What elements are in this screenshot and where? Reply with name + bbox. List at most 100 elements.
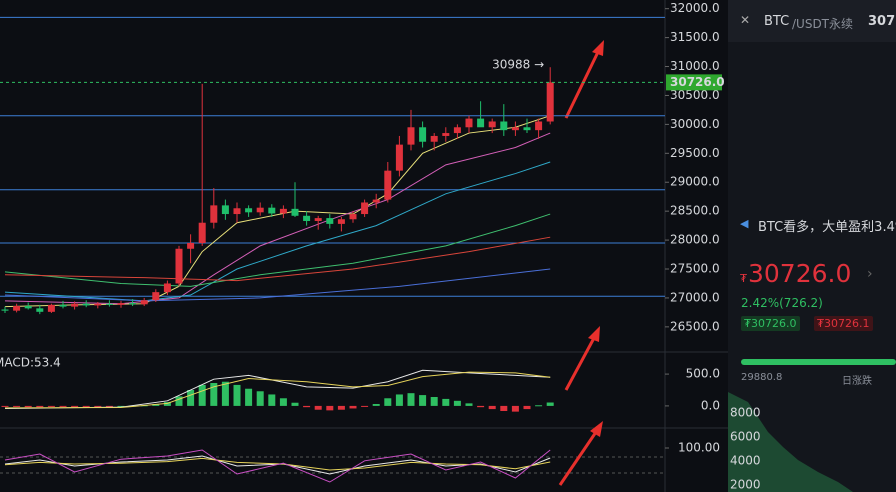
- candle-body: [94, 303, 102, 306]
- y-tick-label: 31500.0: [670, 30, 720, 44]
- speaker-icon: ◀: [740, 217, 749, 230]
- candle-body: [419, 127, 427, 142]
- histogram-bar: [384, 398, 392, 406]
- y-tick-label: 31000.0: [670, 59, 720, 73]
- histogram-bar: [511, 405, 519, 412]
- candle-body: [175, 248, 183, 284]
- histogram-bar: [303, 405, 311, 408]
- candle-body: [337, 219, 345, 224]
- candle-body: [24, 306, 32, 309]
- candle-body: [407, 127, 415, 145]
- histogram-bar: [361, 405, 369, 407]
- histogram-bar: [13, 405, 21, 407]
- range-label: 日涨跌: [842, 376, 872, 387]
- histogram-bar: [105, 405, 113, 407]
- histogram-bar: [24, 405, 32, 408]
- candle-body: [152, 292, 160, 301]
- histogram-bar: [407, 393, 415, 406]
- histogram-bar: [36, 405, 44, 408]
- bid: ₮30726.0: [741, 316, 800, 331]
- depth-chart: 8000 6000 4000 2000: [728, 392, 853, 492]
- histogram-bar: [152, 404, 160, 406]
- candle-body: [140, 300, 148, 305]
- histogram-bar: [372, 404, 380, 406]
- price: 30726.0: [748, 259, 852, 288]
- candle-body: [361, 202, 369, 215]
- indicator-line: [4, 449, 551, 483]
- candle-body: [372, 199, 380, 203]
- ask: ₮30726.1: [814, 316, 873, 331]
- candle-body: [36, 308, 44, 312]
- y-tick-label: 28000.0: [670, 233, 720, 247]
- close-icon[interactable]: ✕: [740, 13, 751, 27]
- histogram-bar: [535, 405, 543, 407]
- candle-body: [82, 303, 90, 306]
- candle-body: [210, 205, 218, 223]
- candle-body: [117, 303, 125, 305]
- histogram-bar: [210, 383, 218, 406]
- candle-body: [268, 207, 276, 214]
- candle-body: [535, 121, 543, 131]
- histogram-bar: [117, 405, 125, 407]
- indicator-line: [4, 369, 551, 409]
- header-price: 30726.0: [868, 14, 896, 29]
- histogram-bar: [82, 405, 90, 407]
- y-tick-label: 29500.0: [670, 146, 720, 160]
- y-tick-label: 27000.0: [670, 290, 720, 304]
- histogram-bar: [245, 388, 253, 406]
- news[interactable]: BTC看多，大单盈利3.4%: [758, 220, 896, 235]
- histogram-bar: [163, 402, 171, 406]
- chart: 32000.0 31500.0 31000.0 30500.0 30000.0 29500…: [0, 0, 728, 492]
- histogram-bar: [94, 405, 102, 407]
- candle-body: [129, 303, 137, 305]
- candle-body: [187, 242, 195, 249]
- histogram-bar: [453, 400, 461, 406]
- candle-body: [233, 208, 241, 215]
- histogram-bar: [175, 396, 183, 406]
- header-bar: [728, 0, 896, 42]
- last-price-label: 30726.0: [670, 75, 725, 89]
- y-tick-label: 27500.0: [670, 262, 720, 276]
- candle-body: [349, 214, 357, 220]
- histogram-bar: [1, 405, 9, 407]
- histogram-bar: [395, 394, 403, 406]
- histogram-bar: [337, 405, 345, 410]
- candle-body: [163, 283, 171, 293]
- y-tick-label: 32000.0: [670, 1, 720, 15]
- chevron[interactable]: ›: [867, 266, 873, 282]
- histogram-bar: [268, 394, 276, 406]
- indicator-line: [4, 236, 551, 282]
- histogram-bar: [314, 405, 322, 410]
- histogram-bar: [500, 405, 508, 411]
- candle-body: [430, 135, 438, 142]
- candle-body: [291, 208, 299, 216]
- candle-body: [105, 303, 113, 305]
- depth-area: [728, 392, 853, 492]
- y-tick-label: 30000.0: [670, 117, 720, 131]
- candle-body: [47, 304, 55, 312]
- symbol: BTC: [764, 14, 790, 29]
- depth-tick: 8000: [730, 406, 761, 420]
- histogram-bar: [221, 381, 229, 406]
- annotation: 30988 →: [492, 58, 544, 72]
- indicator-line: [4, 268, 551, 302]
- indicator-title: MACD:53.4: [0, 356, 61, 370]
- histogram-bar: [430, 397, 438, 406]
- candle-body: [384, 170, 392, 200]
- candle-body: [442, 133, 450, 136]
- candle-body: [314, 218, 322, 221]
- background: [0, 0, 728, 492]
- y-tick-label: 26500.0: [670, 319, 720, 333]
- candle-body: [279, 208, 287, 214]
- histogram-bar: [47, 405, 55, 407]
- candle-body: [511, 127, 519, 131]
- candle-body: [546, 82, 554, 122]
- histogram-bar: [349, 405, 357, 409]
- candle-body: [59, 304, 67, 307]
- histogram-bar: [419, 395, 427, 406]
- low: 29880.8: [741, 372, 783, 383]
- histogram-bar: [442, 398, 450, 406]
- histogram-bar: [59, 405, 67, 407]
- y-tick-label: 30500.0: [670, 88, 720, 102]
